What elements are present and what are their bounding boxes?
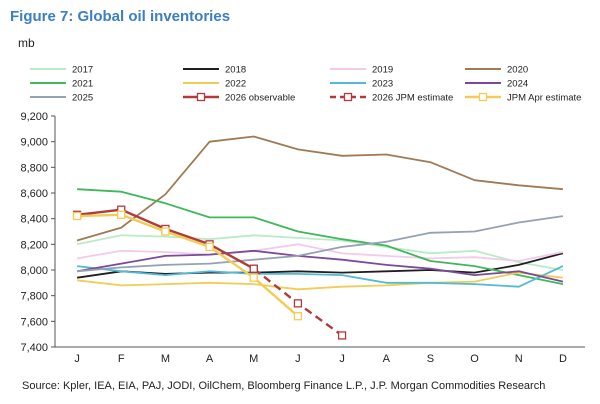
legend-item: 2024 <box>465 79 528 90</box>
data-point-marker <box>337 331 347 340</box>
line-chart: 2017 2018 2019 2020 2021 2022 2023 2024 2025 2026… <box>20 65 585 365</box>
legend-item: JPM Apr estimate <box>465 93 581 104</box>
data-point-marker <box>249 264 258 273</box>
series-2023-line <box>76 265 564 288</box>
legend-label: 2020 <box>507 65 528 76</box>
legend-item: 2026 observable <box>183 93 295 104</box>
legend-label: 2026 JPM estimate <box>372 93 453 104</box>
series-2018-line <box>76 252 564 279</box>
series-2025 <box>77 215 564 273</box>
series-2019 <box>76 243 564 262</box>
legend-item: 2023 <box>330 79 393 90</box>
series-2021-line <box>77 188 564 285</box>
legend-item: 2019 <box>330 65 393 76</box>
data-point-marker <box>249 273 258 282</box>
y-tick-label: 8,800 <box>20 162 48 174</box>
legend-label: 2023 <box>372 79 393 90</box>
legend-item: 2018 <box>183 65 246 76</box>
x-tick-label: J <box>295 353 301 365</box>
y-axis: 9,200 9,000 8,800 8,600 8,400 8,200 8,000 7,800… <box>20 111 56 354</box>
series-2026-jpm-estimate <box>249 264 347 340</box>
x-tick-label: M <box>249 353 258 365</box>
y-tick-label: 8,400 <box>20 214 48 226</box>
y-tick-label: 8,200 <box>20 239 48 251</box>
x-tick-label: F <box>118 353 125 365</box>
legend-marker <box>196 92 206 102</box>
y-tick-label: 8,600 <box>20 188 48 200</box>
legend-label: 2025 <box>72 93 93 104</box>
legend-marker <box>478 92 488 102</box>
legend-label: 2019 <box>372 65 393 76</box>
data-point-marker <box>293 312 303 321</box>
legend-label: 2018 <box>225 65 246 76</box>
series-2021 <box>77 188 564 285</box>
x-tick-label: S <box>427 353 434 365</box>
x-tick-label: A <box>383 353 391 365</box>
y-tick-label: 7,600 <box>20 316 48 328</box>
series-2017-line <box>76 234 564 271</box>
x-tick-label: J <box>74 353 80 365</box>
legend-label: 2024 <box>507 79 528 90</box>
x-tick-label: D <box>559 353 567 365</box>
chart-title: Figure 7: Global oil inventories <box>10 8 231 25</box>
y-tick-label: 9,200 <box>20 111 48 123</box>
source-note: Source: Kpler, IEA, EIA, PAJ, JODI, OilC… <box>22 380 546 392</box>
data-point-marker <box>205 242 214 252</box>
x-tick-label: O <box>470 353 479 365</box>
x-tick-label: J <box>339 353 345 365</box>
legend-item: 2020 <box>465 65 528 76</box>
series-2024-line <box>76 249 564 283</box>
y-axis-unit: mb <box>18 36 35 50</box>
data-point-marker <box>161 227 170 236</box>
legend-label: JPM Apr estimate <box>507 93 581 104</box>
legend-item: 2022 <box>183 79 246 90</box>
legend-marker <box>343 92 353 102</box>
series-2022-line <box>76 271 564 291</box>
series-2020-line <box>76 135 563 242</box>
series-lines <box>72 135 564 340</box>
series-2024 <box>76 249 564 283</box>
y-tick-label: 9,000 <box>20 137 48 149</box>
legend-label: 2017 <box>72 65 93 76</box>
series-2025-line <box>77 215 564 273</box>
legend-label: 2021 <box>72 79 93 90</box>
chart-legend: 2017 2018 2019 2020 2021 2022 2023 2024 2025 2026… <box>30 65 581 104</box>
series-2018 <box>76 252 564 279</box>
x-tick-label: M <box>161 353 170 365</box>
y-tick-label: 7,400 <box>20 342 48 354</box>
legend-item: 2025 <box>30 93 93 104</box>
legend-item: 2017 <box>30 65 93 76</box>
series-jpm-apr-estimate <box>72 210 303 321</box>
data-point-marker <box>293 299 303 308</box>
x-tick-label: A <box>206 353 214 365</box>
y-tick-label: 8,000 <box>20 265 48 277</box>
series-2019-line <box>76 243 564 262</box>
y-tick-label: 7,800 <box>20 291 48 303</box>
legend-label: 2022 <box>225 79 246 90</box>
series-2022 <box>76 271 564 291</box>
data-point-marker <box>72 211 82 221</box>
series-2017 <box>76 234 564 271</box>
series-2023 <box>76 265 564 288</box>
legend-item: 2021 <box>30 79 93 90</box>
x-tick-label: N <box>515 353 523 365</box>
legend-item: 2026 JPM estimate <box>330 93 453 104</box>
legend-label: 2026 observable <box>225 93 295 104</box>
data-point-marker <box>117 210 126 219</box>
series-jpm-apr-estimate-line <box>77 213 299 318</box>
series-2020 <box>76 135 563 242</box>
